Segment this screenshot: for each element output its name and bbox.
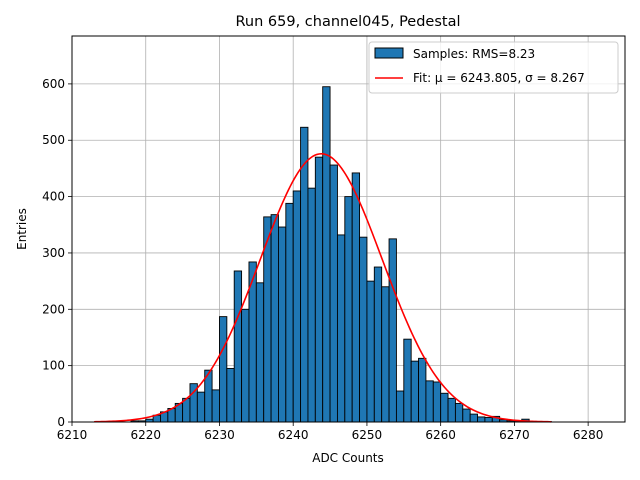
histogram-bar <box>336 234 346 423</box>
x-tick-label: 6250 <box>352 428 383 442</box>
histogram-bar <box>292 190 302 423</box>
y-tick-label: 100 <box>42 359 65 373</box>
legend: Samples: RMS=8.23 Fit: μ = 6243.805, σ =… <box>368 41 619 94</box>
histogram-bar <box>418 357 427 423</box>
x-tick-label: 6280 <box>573 428 604 442</box>
x-axis-ticks: 6210 6220 6230 6240 6250 6260 6270 6280 <box>57 422 604 442</box>
x-tick-label: 6240 <box>278 428 309 442</box>
histogram-bar <box>410 360 419 423</box>
histogram-bar <box>351 172 361 423</box>
legend-label-samples: Samples: RMS=8.23 <box>413 47 535 61</box>
histogram-bar <box>270 214 279 423</box>
histogram-bar <box>373 266 383 423</box>
legend-box <box>368 41 619 94</box>
x-tick-label: 6260 <box>425 428 456 442</box>
y-tick-label: 300 <box>42 246 65 260</box>
histogram-bar <box>344 196 353 423</box>
histogram-bar <box>233 270 243 423</box>
histogram-bar <box>440 392 449 423</box>
histogram-bar <box>366 280 375 423</box>
histogram-bar <box>447 397 456 423</box>
plot-frame <box>71 35 626 423</box>
chart-title: Run 659, channel045, Pedestal <box>235 14 460 30</box>
histogram-bar <box>300 126 309 423</box>
histogram-bar <box>285 202 294 423</box>
y-axis-label: Entries <box>15 208 29 250</box>
histogram-bar <box>432 381 442 423</box>
histogram-bar <box>219 316 228 423</box>
histogram-bar <box>196 391 206 423</box>
histogram-bar <box>395 390 405 423</box>
histogram-bars <box>130 86 552 423</box>
histogram-bar <box>322 86 331 423</box>
gaussian-fit-line <box>94 152 552 423</box>
y-tick-label: 200 <box>42 302 65 316</box>
x-tick-label: 6210 <box>57 428 88 442</box>
histogram-bar <box>469 413 478 423</box>
y-tick-label: 500 <box>42 133 65 147</box>
histogram-bar <box>403 338 412 423</box>
histogram-bar <box>329 164 338 423</box>
x-tick-label: 6270 <box>499 428 530 442</box>
fit-curve-group <box>94 152 552 423</box>
histogram-bar <box>226 368 235 423</box>
x-tick-label: 6230 <box>204 428 235 442</box>
histogram-bar <box>241 308 250 423</box>
histogram-bar <box>278 226 287 423</box>
histogram-bar <box>484 417 493 423</box>
histogram-bar <box>454 402 464 423</box>
y-tick-label: 600 <box>42 77 65 91</box>
x-axis-label: ADC Counts <box>312 451 384 465</box>
y-axis-ticks: 0 100 200 300 400 500 600 <box>42 77 72 429</box>
histogram-bar <box>425 380 434 423</box>
histogram-bar <box>314 156 324 423</box>
histogram-bar <box>477 416 486 423</box>
y-tick-label: 0 <box>57 415 65 429</box>
x-tick-label: 6220 <box>130 428 161 442</box>
y-tick-label: 400 <box>42 190 65 204</box>
histogram-bar <box>388 238 397 423</box>
legend-label-fit: Fit: μ = 6243.805, σ = 8.267 <box>413 71 585 85</box>
histogram-bar <box>255 282 265 423</box>
legend-swatch-samples <box>374 47 404 59</box>
histogram-bar <box>211 389 220 423</box>
histogram-bar <box>359 236 368 423</box>
histogram-bar <box>381 286 390 423</box>
histogram-bar <box>462 408 471 423</box>
histogram-bar <box>307 187 316 423</box>
